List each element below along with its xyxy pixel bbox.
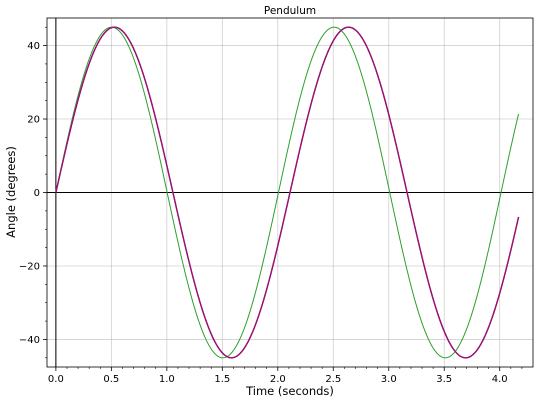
x-tick-label: 2.0	[270, 374, 286, 385]
x-tick-label: 0.5	[103, 374, 119, 385]
y-tick-label: 40	[27, 41, 40, 52]
y-tick-label: −20	[19, 261, 40, 272]
x-tick-label: 3.0	[381, 374, 397, 385]
x-tick-label: 0.0	[48, 374, 64, 385]
y-tick-label: 0	[34, 188, 40, 199]
series-line-1	[55, 26, 520, 359]
x-axis-ticks: 0.0 0.5 1.0 1.5 2.0 2.5 3.0 3.5 4.0	[48, 367, 523, 385]
x-tick-label: 1.0	[159, 374, 175, 385]
y-axis-label: Angle (degrees)	[4, 146, 18, 238]
series-line-4	[55, 26, 520, 359]
y-tick-label: 20	[27, 115, 40, 126]
series-group	[55, 26, 520, 359]
x-tick-label: 4.0	[492, 374, 508, 385]
x-tick-label: 2.5	[325, 374, 341, 385]
y-axis-ticks: −40 −20 0 20 40	[19, 26, 47, 359]
y-tick-label: −40	[19, 335, 40, 346]
chart-title: Pendulum	[264, 5, 316, 17]
x-axis-label: Time (seconds)	[245, 384, 334, 398]
x-tick-label: 1.5	[214, 374, 230, 385]
x-tick-label: 3.5	[436, 374, 452, 385]
